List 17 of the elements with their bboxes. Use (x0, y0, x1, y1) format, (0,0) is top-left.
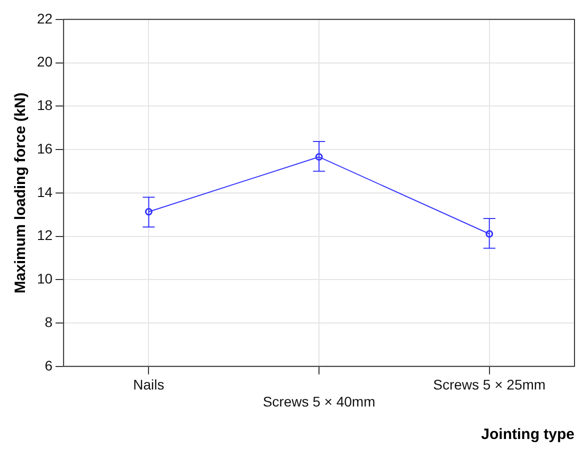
y-axis-title: Maximum loading force (kN) (12, 92, 30, 294)
y-tick-label: 12 (36, 227, 53, 244)
x-tick-label: Screws 5 × 40mm (262, 393, 376, 410)
x-tick-label: Screws 5 × 25mm (433, 376, 546, 393)
y-tick-label: 6 (44, 357, 53, 374)
x-tick-label: Nails (133, 376, 164, 393)
point (315, 153, 323, 161)
y-tick-label: 8 (44, 314, 53, 330)
y-tick-label: 18 (36, 97, 53, 114)
point (486, 230, 494, 238)
y-tick-label: 14 (36, 184, 53, 200)
point (144, 208, 152, 216)
y-tick-label: 10 (36, 270, 53, 287)
y-tick-label: 20 (36, 54, 53, 70)
x-axis-title: Jointing type (481, 426, 574, 444)
y-tick-label: 16 (36, 140, 53, 156)
y-tick-label: 22 (36, 10, 53, 26)
